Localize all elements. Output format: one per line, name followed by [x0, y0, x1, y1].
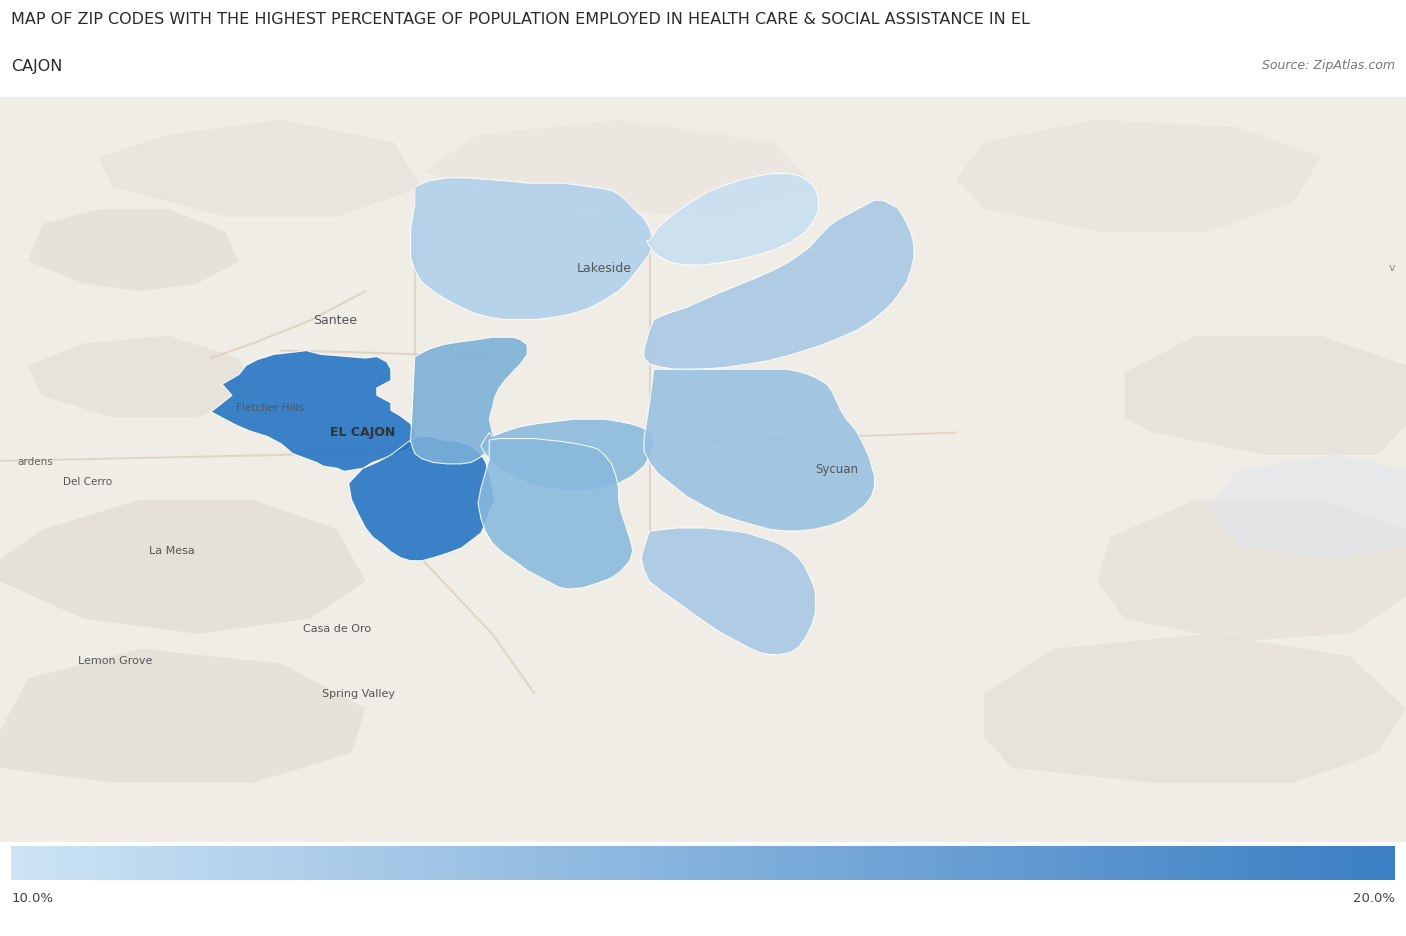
- Polygon shape: [1097, 500, 1406, 641]
- Text: 20.0%: 20.0%: [1353, 891, 1395, 904]
- Text: Lakeside: Lakeside: [576, 261, 633, 274]
- Polygon shape: [98, 121, 422, 217]
- Text: MAP OF ZIP CODES WITH THE HIGHEST PERCENTAGE OF POPULATION EMPLOYED IN HEALTH CA: MAP OF ZIP CODES WITH THE HIGHEST PERCEN…: [11, 12, 1031, 27]
- Polygon shape: [0, 500, 366, 634]
- Polygon shape: [411, 338, 527, 464]
- Text: Source: ZipAtlas.com: Source: ZipAtlas.com: [1261, 59, 1395, 72]
- Polygon shape: [481, 419, 654, 491]
- Text: Santee: Santee: [312, 314, 357, 327]
- Text: Del Cerro: Del Cerro: [63, 476, 111, 487]
- Text: La Mesa: La Mesa: [149, 546, 194, 556]
- Polygon shape: [211, 351, 415, 472]
- Text: Spring Valley: Spring Valley: [322, 689, 395, 698]
- Polygon shape: [422, 121, 815, 217]
- Polygon shape: [956, 121, 1322, 232]
- Polygon shape: [28, 336, 253, 418]
- Polygon shape: [644, 370, 875, 532]
- Text: CAJON: CAJON: [11, 59, 63, 74]
- Polygon shape: [411, 179, 654, 320]
- Text: ardens: ardens: [17, 457, 53, 466]
- Polygon shape: [984, 634, 1406, 782]
- Polygon shape: [0, 649, 366, 782]
- Polygon shape: [28, 210, 239, 292]
- Polygon shape: [647, 174, 818, 266]
- Text: v: v: [1389, 263, 1395, 273]
- Polygon shape: [349, 437, 495, 561]
- Text: Fletcher Hills: Fletcher Hills: [236, 402, 304, 412]
- Text: Sycuan: Sycuan: [815, 462, 858, 475]
- Polygon shape: [478, 439, 633, 590]
- Polygon shape: [641, 529, 815, 655]
- Text: 10.0%: 10.0%: [11, 891, 53, 904]
- Text: Lemon Grove: Lemon Grove: [79, 655, 152, 665]
- Polygon shape: [1209, 456, 1406, 560]
- Text: EL CAJON: EL CAJON: [330, 425, 395, 438]
- Text: Casa de Oro: Casa de Oro: [304, 623, 371, 633]
- Polygon shape: [644, 201, 914, 370]
- Polygon shape: [1125, 336, 1406, 456]
